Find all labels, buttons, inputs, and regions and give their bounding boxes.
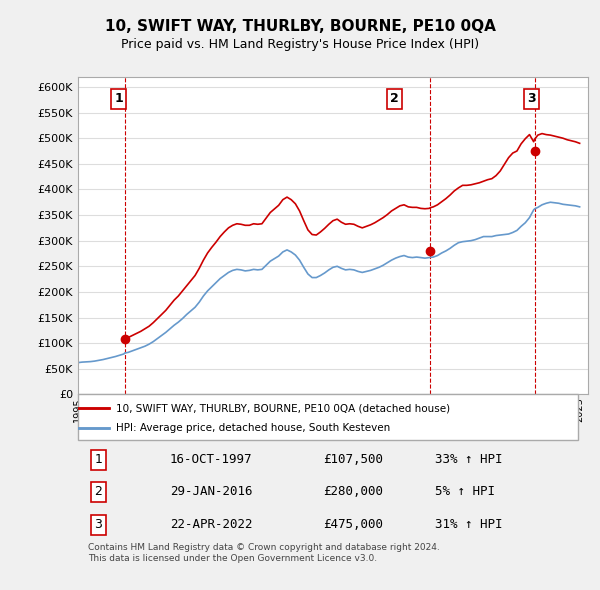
Text: 29-JAN-2016: 29-JAN-2016 (170, 485, 253, 498)
Text: £280,000: £280,000 (323, 485, 383, 498)
Text: 16-OCT-1997: 16-OCT-1997 (170, 453, 253, 466)
Text: 1: 1 (94, 453, 103, 466)
Text: £107,500: £107,500 (323, 453, 383, 466)
Text: 2: 2 (390, 93, 398, 106)
Text: £475,000: £475,000 (323, 518, 383, 531)
Text: 10, SWIFT WAY, THURLBY, BOURNE, PE10 0QA (detached house): 10, SWIFT WAY, THURLBY, BOURNE, PE10 0QA… (116, 403, 451, 413)
Text: 3: 3 (94, 518, 103, 531)
Text: 1: 1 (115, 93, 123, 106)
Text: Contains HM Land Registry data © Crown copyright and database right 2024.
This d: Contains HM Land Registry data © Crown c… (88, 543, 440, 563)
Text: 22-APR-2022: 22-APR-2022 (170, 518, 253, 531)
Text: 5% ↑ HPI: 5% ↑ HPI (435, 485, 495, 498)
Text: Price paid vs. HM Land Registry's House Price Index (HPI): Price paid vs. HM Land Registry's House … (121, 38, 479, 51)
Text: 10, SWIFT WAY, THURLBY, BOURNE, PE10 0QA: 10, SWIFT WAY, THURLBY, BOURNE, PE10 0QA (104, 19, 496, 34)
Text: HPI: Average price, detached house, South Kesteven: HPI: Average price, detached house, Sout… (116, 424, 391, 434)
Text: 33% ↑ HPI: 33% ↑ HPI (435, 453, 503, 466)
Text: 3: 3 (527, 93, 536, 106)
FancyBboxPatch shape (78, 394, 578, 440)
Text: 2: 2 (94, 485, 103, 498)
Text: 31% ↑ HPI: 31% ↑ HPI (435, 518, 503, 531)
